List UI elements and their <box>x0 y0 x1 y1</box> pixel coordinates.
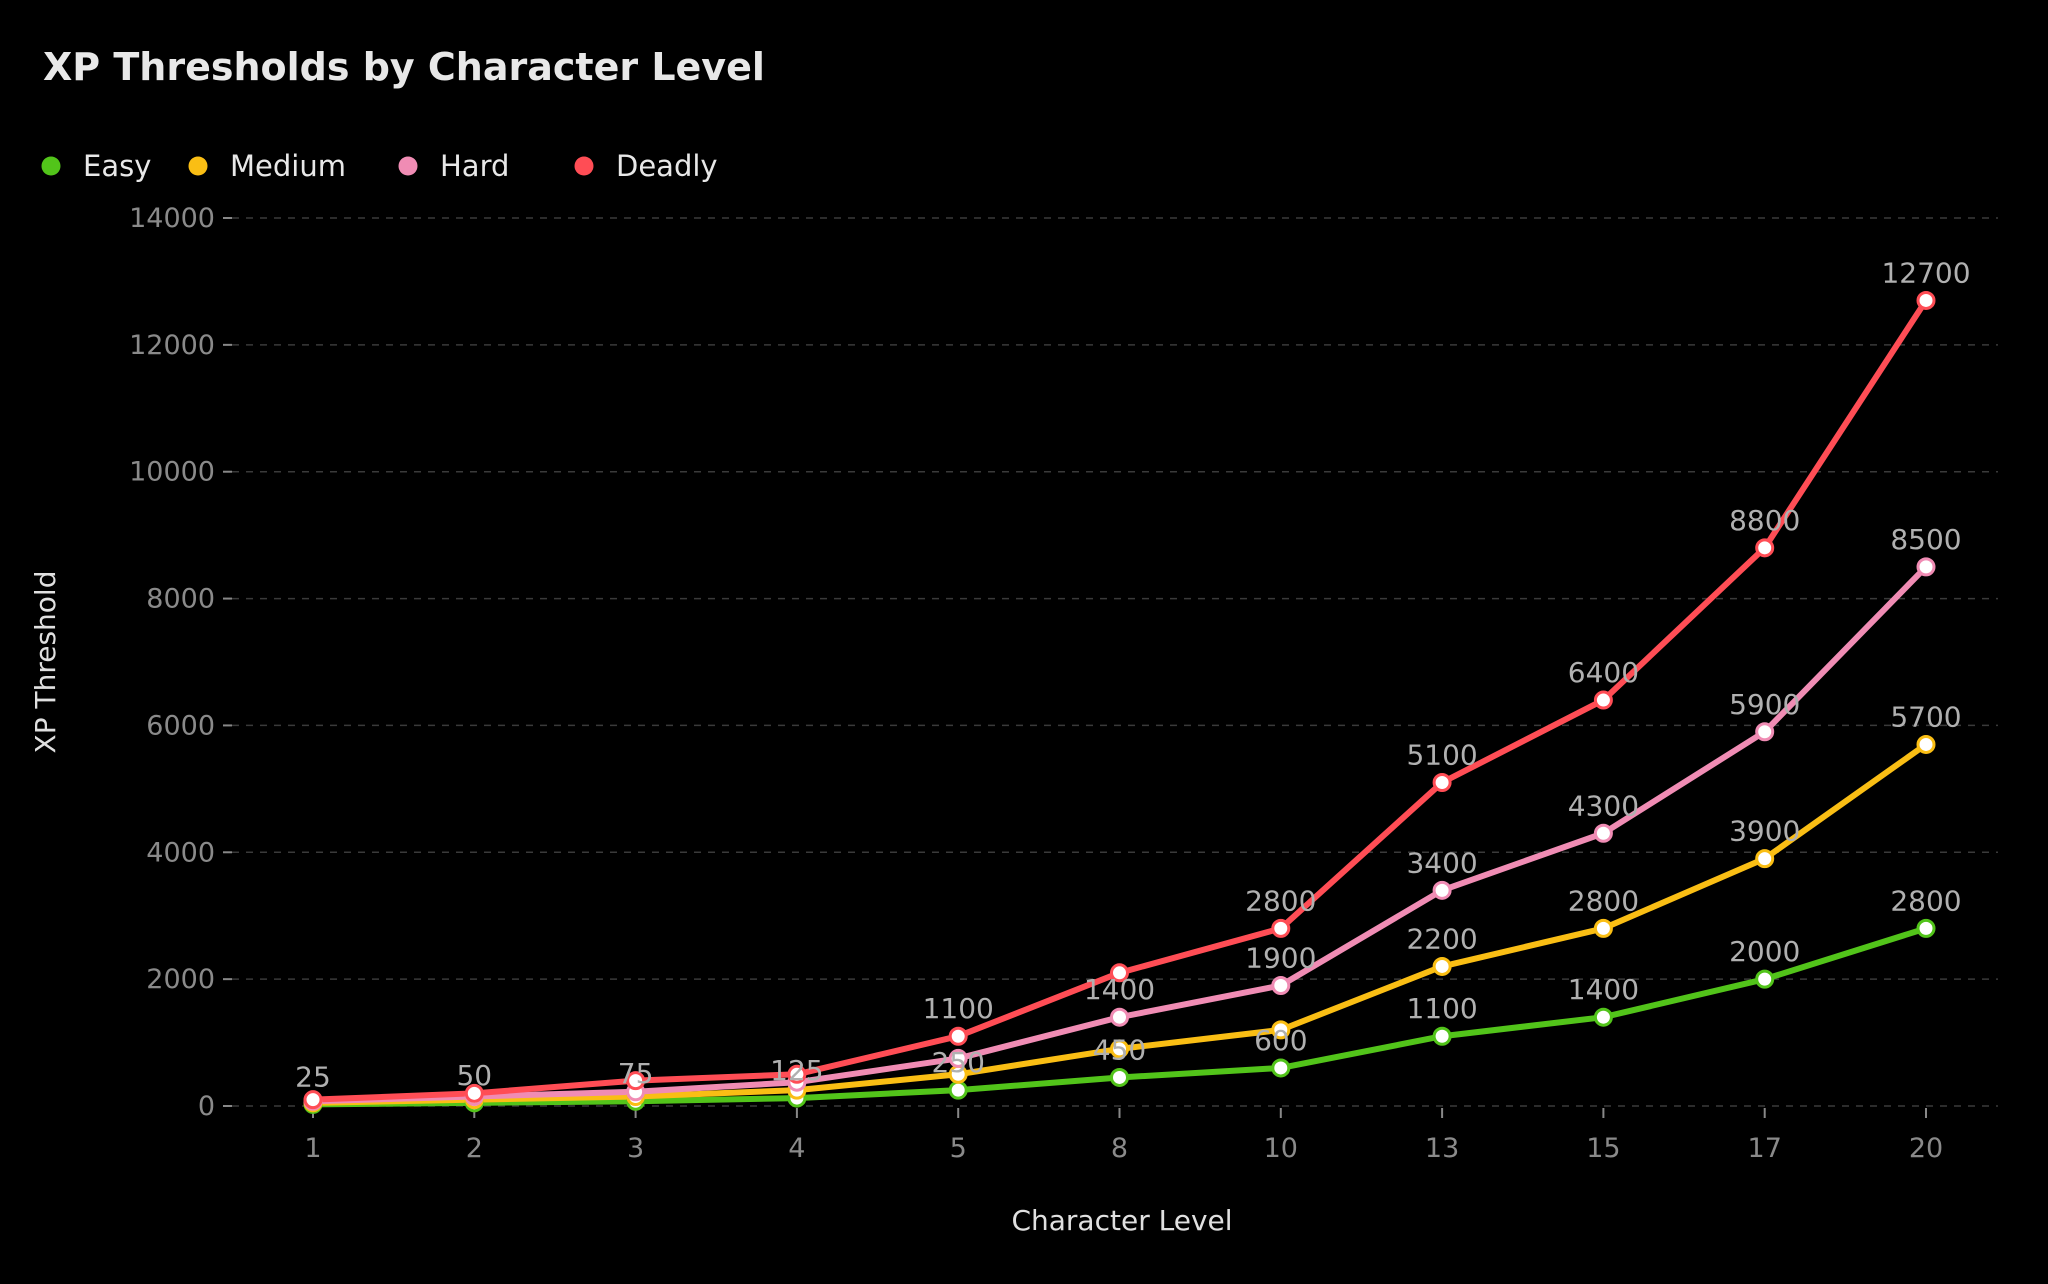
point-hard <box>1110 1007 1129 1027</box>
point-deadly <box>464 1083 484 1103</box>
data-label-deadly: 6400 <box>1568 656 1639 689</box>
x-tick-label: 13 <box>1425 1133 1459 1164</box>
y-tick-label: 8000 <box>146 584 215 615</box>
y-tick-label: 10000 <box>129 457 215 488</box>
x-tick-label: 20 <box>1909 1133 1943 1164</box>
y-tick-label: 0 <box>198 1091 215 1122</box>
point-deadly <box>1271 918 1291 938</box>
legend-label-deadly: Deadly <box>616 149 718 183</box>
data-label-deadly: 5100 <box>1406 739 1477 772</box>
data-label-hard: 1900 <box>1245 941 1316 974</box>
y-tick-label: 6000 <box>146 710 215 741</box>
data-label-medium: 2800 <box>1568 884 1639 917</box>
series-points <box>303 290 1936 1114</box>
point-easy <box>1110 1067 1129 1087</box>
point-medium <box>1916 734 1936 754</box>
point-deadly <box>1432 773 1452 793</box>
point-medium <box>1593 918 1613 938</box>
grid <box>232 217 1998 1107</box>
data-label-deadly: 2800 <box>1245 884 1316 917</box>
data-label-easy: 250 <box>931 1046 984 1079</box>
x-tick-label: 4 <box>788 1133 805 1164</box>
point-easy <box>1593 1007 1613 1027</box>
point-deadly <box>1593 690 1613 710</box>
point-deadly <box>1916 290 1936 310</box>
data-label-hard: 1400 <box>1084 973 1155 1006</box>
data-label-easy: 600 <box>1254 1024 1307 1057</box>
data-label-hard: 5900 <box>1729 688 1800 721</box>
point-easy <box>1916 918 1936 938</box>
legend-label-easy: Easy <box>83 149 151 183</box>
point-hard <box>1271 975 1291 995</box>
data-label-easy: 50 <box>456 1059 492 1092</box>
point-deadly <box>787 1064 807 1084</box>
x-axis: 1 2 3 4 5 8 10 13 15 17 20 <box>304 1108 1943 1164</box>
x-tick-label: 8 <box>1111 1133 1128 1164</box>
data-label-deadly: 1100 <box>923 992 994 1025</box>
y-axis-label: XP Threshold <box>29 571 62 754</box>
point-deadly <box>948 1026 968 1046</box>
point-medium <box>1432 956 1452 976</box>
y-tick-label: 14000 <box>129 203 215 234</box>
x-tick-label: 10 <box>1264 1133 1298 1164</box>
legend: Easy Medium Hard Deadly <box>41 149 718 183</box>
data-labels: 25 50 75 125 250 450 600 1100 1400 2000 2800 2200 28… <box>295 256 1970 1093</box>
legend-marker-easy <box>41 156 61 176</box>
data-label-deadly: 8800 <box>1729 504 1800 537</box>
point-deadly <box>303 1090 323 1110</box>
data-label-easy: 450 <box>1093 1033 1146 1066</box>
data-label-easy: 1100 <box>1406 992 1477 1025</box>
data-label-easy: 2000 <box>1729 935 1800 968</box>
point-easy <box>948 1080 968 1100</box>
point-hard <box>1916 557 1936 577</box>
y-tick-label: 4000 <box>146 837 215 868</box>
x-tick-label: 2 <box>466 1133 483 1164</box>
point-easy <box>1755 969 1775 989</box>
x-axis-label: Character Level <box>1011 1204 1232 1237</box>
point-easy <box>1432 1026 1452 1046</box>
data-label-easy: 125 <box>770 1054 823 1087</box>
point-medium <box>1755 849 1775 869</box>
point-hard <box>1432 880 1452 900</box>
point-medium <box>1110 1039 1129 1059</box>
x-tick-label: 17 <box>1748 1133 1782 1164</box>
x-tick-label: 5 <box>950 1133 967 1164</box>
point-deadly <box>1110 963 1129 983</box>
data-label-medium: 3900 <box>1729 815 1800 848</box>
point-hard <box>1755 722 1775 742</box>
data-label-hard: 8500 <box>1890 523 1961 556</box>
point-hard <box>1593 823 1613 843</box>
y-tick-label: 2000 <box>146 964 215 995</box>
legend-label-medium: Medium <box>230 149 346 183</box>
y-tick-label: 12000 <box>129 330 215 361</box>
y-axis: 0 2000 4000 6000 8000 10000 12000 14000 <box>129 203 232 1122</box>
data-label-hard: 4300 <box>1568 789 1639 822</box>
x-tick-label: 3 <box>627 1133 644 1164</box>
data-label-easy: 1400 <box>1568 973 1639 1006</box>
data-label-hard: 3400 <box>1406 846 1477 879</box>
legend-marker-hard <box>398 156 418 176</box>
legend-marker-deadly <box>574 156 594 176</box>
data-label-deadly: 12700 <box>1881 256 1970 289</box>
legend-marker-medium <box>188 156 208 176</box>
x-tick-label: 1 <box>304 1133 321 1164</box>
data-label-easy: 25 <box>295 1060 331 1093</box>
chart-title: XP Thresholds by Character Level <box>43 45 765 89</box>
data-label-medium: 2200 <box>1406 922 1477 955</box>
point-medium <box>1271 1020 1291 1040</box>
data-label-medium: 5700 <box>1890 700 1961 733</box>
legend-label-hard: Hard <box>440 149 509 183</box>
point-easy <box>1271 1058 1291 1078</box>
point-deadly <box>626 1071 646 1091</box>
data-label-easy: 2800 <box>1890 884 1961 917</box>
data-label-easy: 75 <box>618 1057 654 1090</box>
point-hard <box>948 1048 968 1068</box>
point-deadly <box>1755 538 1775 558</box>
x-tick-label: 15 <box>1586 1133 1620 1164</box>
